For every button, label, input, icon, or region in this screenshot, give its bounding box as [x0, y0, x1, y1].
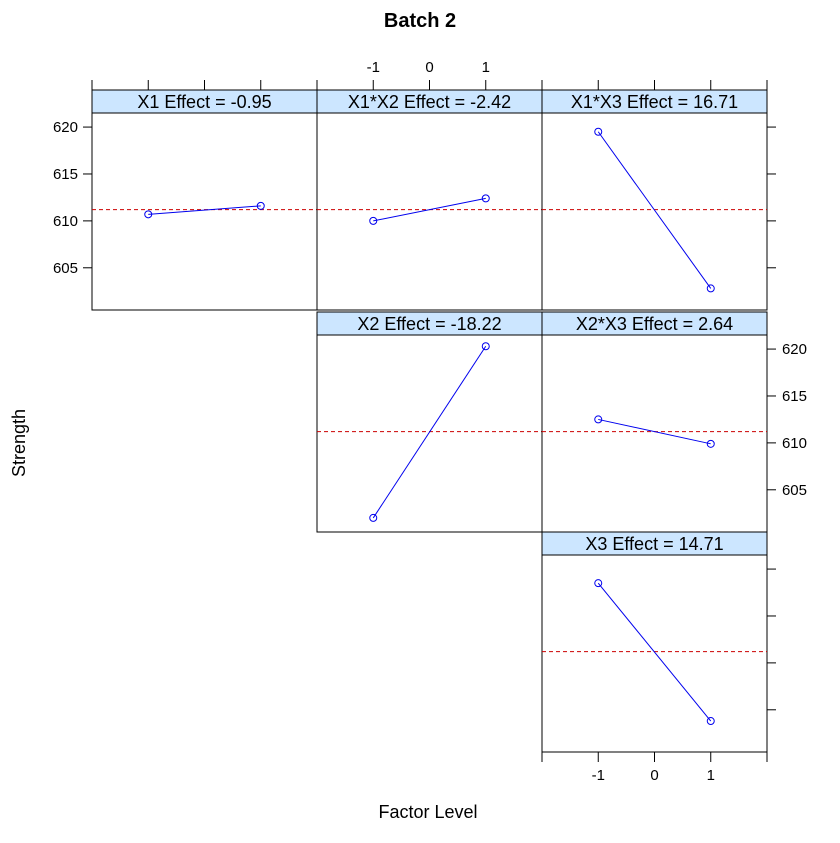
panel-label: X2*X3 Effect = 2.64 [576, 314, 733, 334]
data-point-2 [481, 342, 490, 351]
data-point-2 [706, 439, 715, 448]
data-point-2 [481, 194, 490, 203]
data-point-2 [706, 284, 715, 293]
y-tick-label: 605 [53, 260, 78, 277]
x-tick-label: -1 [592, 767, 605, 784]
panel-label: X1 Effect = -0.95 [137, 92, 271, 112]
series-line [148, 205, 261, 215]
data-point-2 [256, 201, 265, 210]
panel-frame [541, 334, 768, 533]
panel-frame [316, 334, 543, 533]
y-tick-label: 620 [53, 119, 78, 136]
panels-layer: X1 Effect = -0.95 X1*X2 Effect = -2.42 X1*… [91, 89, 768, 753]
panel-label: X1*X3 Effect = 16.71 [571, 92, 738, 112]
panel-frame [541, 554, 768, 753]
panel-label: X2 Effect = -18.22 [357, 314, 501, 334]
axes-layer: -1 0 1 -1 0 1 605 610 615 620 605 610 615 620 [53, 59, 807, 784]
x-tick-label: 0 [425, 59, 433, 76]
x-axis-label: Factor Level [378, 802, 477, 822]
chart-title: Batch 2 [384, 10, 456, 32]
y-tick-label: 610 [53, 213, 78, 230]
panel-label: X1*X2 Effect = -2.42 [348, 92, 511, 112]
panel-5: X2*X3 Effect = 2.64 [541, 311, 768, 533]
series-line [372, 345, 487, 519]
data-point-1 [594, 127, 603, 136]
x-tick-label: 1 [707, 767, 715, 784]
panel-6: X3 Effect = 14.71 [541, 531, 768, 753]
data-point-1 [369, 513, 378, 522]
x-tick-label: 0 [650, 767, 658, 784]
data-point-1 [369, 216, 378, 225]
y-tick-label: 605 [782, 482, 807, 499]
data-point-2 [706, 717, 715, 726]
y-tick-label: 620 [782, 341, 807, 358]
series-line [598, 418, 711, 445]
y-tick-label: 615 [53, 166, 78, 183]
series-line [597, 582, 712, 722]
data-point-1 [144, 210, 153, 219]
panel-frame [541, 112, 768, 311]
x-tick-label: -1 [367, 59, 380, 76]
panel-1: X1 Effect = -0.95 [91, 89, 318, 311]
y-axis-label: Strength [9, 409, 29, 477]
x-tick-label: 1 [482, 59, 490, 76]
y-tick-label: 610 [782, 435, 807, 452]
series-line [597, 131, 712, 289]
data-point-1 [594, 579, 603, 588]
data-point-1 [594, 415, 603, 424]
panel-4: X2 Effect = -18.22 [316, 311, 543, 533]
panel-2: X1*X2 Effect = -2.42 [316, 89, 543, 311]
panel-3: X1*X3 Effect = 16.71 [541, 89, 768, 311]
panel-label: X3 Effect = 14.71 [585, 534, 723, 554]
y-tick-label: 615 [782, 388, 807, 405]
series-line [373, 197, 486, 222]
panel-frame [316, 112, 543, 311]
panel-frame [91, 112, 318, 311]
